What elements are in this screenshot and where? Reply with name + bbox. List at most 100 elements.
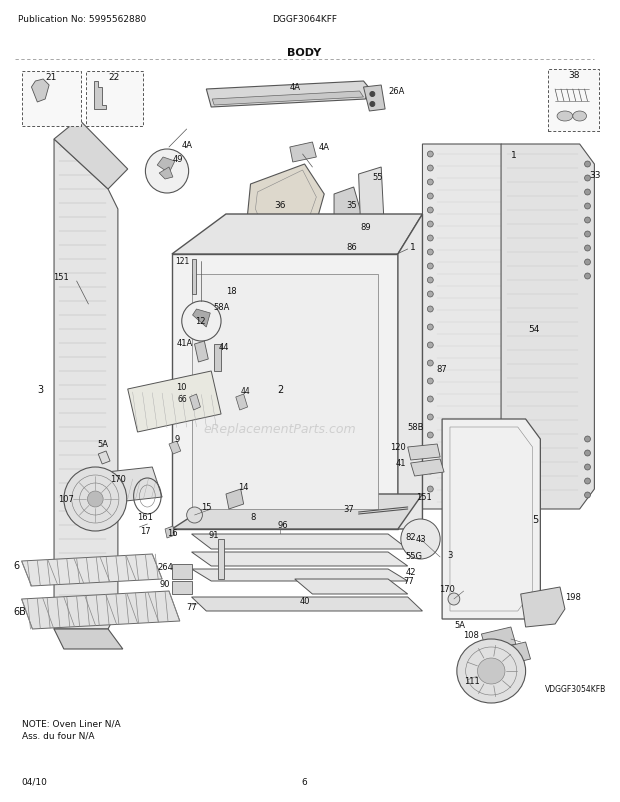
- Polygon shape: [169, 441, 181, 455]
- Ellipse shape: [427, 249, 433, 256]
- Polygon shape: [408, 444, 440, 460]
- Text: 16: 16: [167, 529, 177, 538]
- Ellipse shape: [427, 451, 433, 456]
- Polygon shape: [206, 82, 368, 107]
- Polygon shape: [496, 642, 531, 666]
- Polygon shape: [195, 342, 208, 363]
- Polygon shape: [521, 587, 565, 627]
- Polygon shape: [410, 460, 444, 476]
- Polygon shape: [329, 241, 349, 261]
- Text: 86: 86: [347, 243, 357, 252]
- Text: VDGGF3054KFB: VDGGF3054KFB: [545, 685, 606, 694]
- Polygon shape: [94, 82, 106, 110]
- Text: 33: 33: [590, 170, 601, 180]
- Ellipse shape: [448, 593, 460, 606]
- Text: 44: 44: [241, 387, 250, 396]
- Ellipse shape: [573, 111, 587, 122]
- Polygon shape: [165, 526, 175, 538]
- Polygon shape: [54, 630, 123, 649]
- Polygon shape: [172, 565, 192, 579]
- Text: 10: 10: [177, 383, 187, 392]
- Text: 43: 43: [415, 535, 426, 544]
- Ellipse shape: [585, 204, 590, 210]
- Polygon shape: [212, 92, 363, 106]
- Polygon shape: [193, 310, 210, 327]
- Ellipse shape: [427, 152, 433, 158]
- Ellipse shape: [585, 273, 590, 280]
- Ellipse shape: [427, 236, 433, 241]
- Text: 5A: 5A: [98, 440, 108, 449]
- Polygon shape: [294, 579, 408, 594]
- Text: 18: 18: [226, 287, 237, 296]
- Ellipse shape: [427, 486, 433, 492]
- Polygon shape: [218, 539, 224, 579]
- Text: 41A: 41A: [177, 339, 193, 348]
- Text: 87: 87: [436, 365, 448, 374]
- Text: NOTE: Oven Liner N/A: NOTE: Oven Liner N/A: [22, 719, 120, 728]
- Ellipse shape: [427, 342, 433, 349]
- Polygon shape: [190, 395, 200, 411]
- Text: 121: 121: [175, 257, 190, 266]
- Ellipse shape: [585, 232, 590, 237]
- Text: Ass. du four N/A: Ass. du four N/A: [22, 731, 94, 740]
- Polygon shape: [172, 494, 422, 529]
- Polygon shape: [32, 80, 49, 103]
- Ellipse shape: [427, 264, 433, 269]
- Text: 9: 9: [174, 435, 179, 444]
- Text: 8: 8: [250, 512, 256, 522]
- Polygon shape: [192, 534, 408, 549]
- Ellipse shape: [427, 306, 433, 313]
- Ellipse shape: [401, 520, 440, 559]
- Text: 90: 90: [160, 580, 171, 589]
- Polygon shape: [192, 553, 408, 566]
- Text: 151: 151: [53, 273, 69, 282]
- Polygon shape: [501, 145, 595, 509]
- Text: 58B: 58B: [407, 423, 424, 432]
- Text: 36: 36: [274, 200, 286, 209]
- Ellipse shape: [585, 492, 590, 498]
- Ellipse shape: [585, 479, 590, 484]
- Ellipse shape: [585, 162, 590, 168]
- Polygon shape: [22, 554, 162, 586]
- Polygon shape: [344, 221, 368, 241]
- Text: 41: 41: [396, 459, 405, 468]
- Text: 58A: 58A: [214, 303, 230, 312]
- Text: 89: 89: [360, 223, 371, 233]
- Polygon shape: [157, 158, 175, 174]
- Text: eReplacementParts.com: eReplacementParts.com: [204, 423, 356, 436]
- Ellipse shape: [585, 260, 590, 265]
- Ellipse shape: [427, 415, 433, 420]
- Text: 111: 111: [464, 677, 479, 686]
- Text: 91: 91: [209, 530, 219, 539]
- Ellipse shape: [370, 103, 375, 107]
- Text: 21: 21: [45, 74, 57, 83]
- Text: 82: 82: [405, 533, 417, 542]
- Text: 264: 264: [157, 563, 173, 572]
- Text: 1: 1: [511, 150, 516, 160]
- Polygon shape: [192, 597, 422, 611]
- Text: 107: 107: [58, 495, 74, 504]
- Polygon shape: [214, 345, 221, 371]
- Ellipse shape: [585, 217, 590, 224]
- Text: 4A: 4A: [319, 144, 330, 152]
- Ellipse shape: [427, 396, 433, 403]
- Ellipse shape: [585, 245, 590, 252]
- Text: 151: 151: [417, 493, 432, 502]
- Text: 120: 120: [390, 443, 405, 452]
- Ellipse shape: [427, 166, 433, 172]
- Polygon shape: [192, 274, 378, 509]
- Polygon shape: [247, 164, 324, 245]
- Ellipse shape: [557, 111, 573, 122]
- Text: 2: 2: [277, 384, 283, 395]
- Text: 55: 55: [372, 173, 383, 182]
- Polygon shape: [128, 371, 221, 432]
- Polygon shape: [334, 188, 361, 225]
- Polygon shape: [422, 145, 521, 509]
- Polygon shape: [22, 591, 180, 630]
- Text: 3: 3: [447, 551, 453, 560]
- Ellipse shape: [585, 176, 590, 182]
- Ellipse shape: [427, 208, 433, 214]
- Polygon shape: [363, 86, 385, 111]
- Text: 17: 17: [140, 527, 151, 536]
- Ellipse shape: [427, 468, 433, 475]
